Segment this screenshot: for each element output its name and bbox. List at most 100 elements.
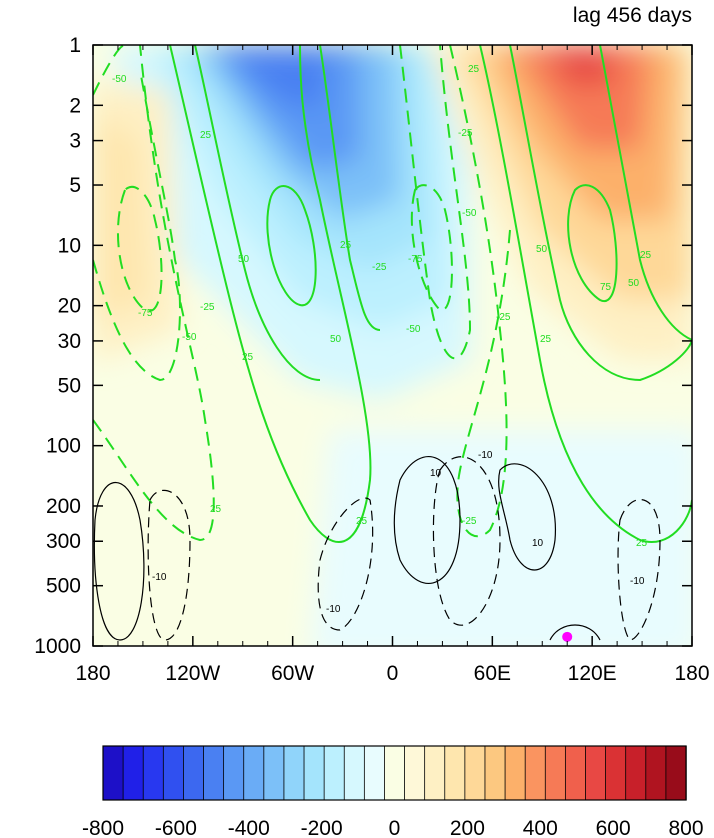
black-contour-neg-1	[147, 489, 191, 641]
colorbar-box	[444, 745, 466, 801]
green-contour-label: 25	[640, 250, 652, 261]
x-tick-label: 120E	[568, 662, 617, 685]
green-contour-pos-3	[266, 185, 317, 307]
colorbar-box	[283, 745, 305, 801]
green-contour-neg-3	[116, 185, 163, 313]
colorbar-box	[665, 745, 687, 801]
black-contour-label: -10	[478, 450, 493, 461]
colorbar-label: -800	[82, 817, 124, 838]
x-tick-label: 0	[387, 662, 399, 685]
colorbar-box	[464, 745, 486, 801]
x-tick-label: 180	[75, 662, 110, 685]
black-contour-pos-2	[393, 456, 461, 584]
colorbar-box	[223, 745, 245, 801]
colorbar-box	[424, 745, 446, 801]
black-contour-neg-2	[317, 497, 374, 631]
y-tick-label: 300	[46, 530, 81, 553]
green-contour-neg-1	[93, 45, 126, 96]
green-contour-label: -25	[462, 516, 477, 527]
green-contour-neg-2	[93, 69, 181, 382]
colorbar-box	[625, 745, 647, 801]
green-contour-pos-8	[599, 45, 692, 341]
black-contour-neg-3	[432, 456, 501, 626]
green-contour-neg-4	[93, 45, 215, 542]
colorbar-box	[484, 745, 506, 801]
field-region-pos-west-2	[93, 110, 150, 320]
magenta-marker	[562, 631, 573, 642]
x-tick-label: 120W	[165, 662, 220, 685]
colorbar-label: 200	[450, 817, 485, 838]
colorbar-label: 400	[523, 817, 558, 838]
colorbar-box	[585, 745, 607, 801]
green-contour-pos-7	[567, 184, 618, 303]
colorbar: -800 -600 -400 -200 0 200 400 600 800	[82, 745, 704, 838]
green-contour-label: 50	[536, 244, 548, 255]
black-contour-neg-4	[617, 498, 661, 641]
colorbar-label: 800	[668, 817, 703, 838]
colorbar-box	[544, 745, 567, 801]
contour-labels: -50 -75 -50 25 -25 25 50 25 25 50 25 -25…	[112, 64, 652, 615]
x-tick-label: 60E	[474, 662, 511, 685]
colorbar-box	[564, 745, 587, 801]
green-contour-label: -75	[138, 308, 153, 319]
colorbar-box	[183, 745, 205, 801]
colorbar-box	[243, 745, 265, 801]
colorbar-box	[524, 745, 546, 801]
green-contour-label: 25	[540, 334, 552, 345]
colorbar-label: 600	[596, 817, 631, 838]
black-contour-label: -10	[630, 576, 645, 587]
y-tick-label: 1	[69, 34, 81, 57]
green-contour-label: 25	[242, 352, 254, 363]
field-region-neg-low	[311, 430, 692, 646]
y-tick-label: 5	[69, 174, 81, 197]
y-tick-label: 10	[58, 234, 81, 257]
green-contour-label: 25	[210, 504, 222, 515]
colorbar-label: 0	[389, 817, 401, 838]
green-contour-pos-4	[319, 45, 381, 331]
green-contour-label: 25	[468, 64, 480, 75]
green-contour-pos-5	[479, 45, 692, 543]
colorbar-box	[303, 745, 325, 801]
green-contour-label: -25	[458, 128, 473, 139]
colorbar-box	[504, 745, 526, 801]
y-axis: 1 2 3 5 10 20 30 50 100 200 300 500 1000	[34, 34, 692, 658]
green-contour-label: -25	[496, 312, 511, 323]
green-contour-label: -75	[408, 254, 423, 265]
green-contour-neg-7	[449, 45, 511, 538]
green-contour-label: 75	[600, 282, 612, 293]
green-contour-pos-1	[169, 45, 372, 543]
green-contour-pos-2	[194, 45, 321, 381]
black-contour-pos-4	[549, 624, 601, 641]
x-tick-label: 60W	[271, 662, 314, 685]
colorbar-box	[363, 745, 386, 801]
shaded-field	[93, 45, 692, 646]
colorbar-box	[263, 745, 285, 801]
green-contour-label: -25	[200, 302, 215, 313]
colorbar-box	[122, 745, 144, 801]
green-contour-label: 50	[628, 278, 640, 289]
x-axis: 180 120W 60W 0 60E 120E 180	[75, 45, 710, 685]
colorbar-label: -600	[155, 817, 197, 838]
y-tick-label: 20	[58, 295, 81, 318]
x-tick-label: 180	[674, 662, 709, 685]
green-contour-label: -50	[182, 332, 197, 343]
green-contour-label: 50	[330, 334, 342, 345]
black-contour-label: -10	[152, 572, 167, 583]
colorbar-box	[102, 745, 124, 801]
colorbar-frame	[102, 745, 687, 801]
colorbar-box	[343, 745, 366, 801]
black-contour-pos-3	[498, 463, 556, 571]
colorbar-box	[142, 745, 165, 801]
y-tick-label: 200	[46, 495, 81, 518]
colorbar-box	[605, 745, 627, 801]
colorbar-box	[404, 745, 426, 801]
chart-title: lag 456 days	[573, 4, 692, 27]
field-region-pos-5	[545, 45, 615, 85]
y-tick-label: 2	[69, 94, 81, 117]
colorbar-box	[203, 745, 225, 801]
y-tick-label: 500	[46, 575, 81, 598]
green-contour-label: 25	[340, 240, 352, 251]
contour-lines	[93, 45, 692, 641]
colorbar-label: -400	[228, 817, 270, 838]
colorbar-box	[162, 745, 185, 801]
